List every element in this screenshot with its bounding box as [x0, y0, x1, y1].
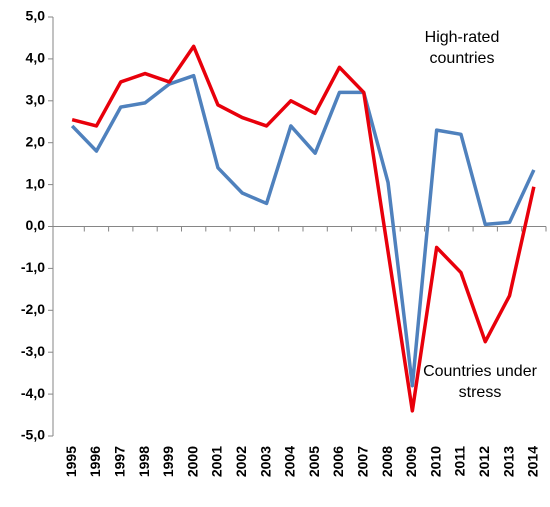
x-tick-label: 1997 [111, 446, 127, 477]
x-tick-label: 2007 [354, 446, 370, 477]
x-tick-label: 2009 [403, 446, 419, 477]
x-tick-label: 2000 [184, 446, 200, 477]
y-tick-label: 1,0 [26, 175, 46, 191]
y-tick-label: 5,0 [26, 8, 46, 24]
y-tick-label: -1,0 [21, 259, 45, 275]
y-tick-label: 0,0 [26, 217, 46, 233]
x-tick-label: 2008 [379, 446, 395, 477]
y-tick-label: -2,0 [21, 301, 45, 317]
y-tick-label: 4,0 [26, 50, 46, 66]
x-tick-label: 1996 [87, 446, 103, 477]
x-tick-label: 2006 [330, 446, 346, 477]
x-tick-label: 1999 [160, 446, 176, 477]
series-label: High-rated countries [424, 29, 500, 67]
x-tick-label: 2005 [306, 446, 322, 477]
x-tick-label: 2013 [500, 446, 516, 477]
series-line [70, 73, 536, 388]
y-tick-label: -5,0 [21, 427, 45, 443]
series-line [71, 44, 536, 413]
x-tick-label: 1998 [136, 446, 152, 477]
y-tick-label: -4,0 [21, 385, 45, 401]
series-label-box: High-rated countries [424, 29, 500, 67]
x-tick-label: 2014 [525, 446, 541, 477]
y-tick-label: 2,0 [26, 133, 46, 149]
series-label-box: Countries under stress [423, 363, 537, 401]
x-tick-label: 2011 [452, 446, 468, 477]
series-label: Countries under stress [423, 363, 537, 401]
x-tick-label: 2002 [233, 446, 249, 477]
x-tick-label: 1995 [63, 446, 79, 477]
x-tick-label: 2004 [282, 446, 298, 477]
x-tick-label: 2003 [257, 446, 273, 477]
x-tick-label: 2012 [476, 446, 492, 477]
y-tick-label: 3,0 [26, 92, 46, 108]
x-tick-label: 2001 [209, 446, 225, 477]
x-tick-label: 2010 [427, 446, 443, 477]
y-tick-label: -3,0 [21, 343, 45, 359]
